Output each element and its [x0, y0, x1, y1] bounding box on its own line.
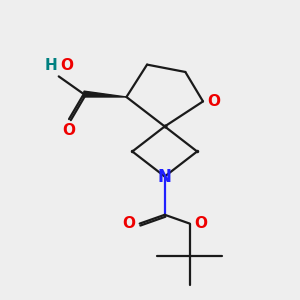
Text: O: O — [62, 124, 76, 139]
Text: O: O — [194, 216, 207, 231]
Text: H: H — [44, 58, 57, 74]
Text: O: O — [207, 94, 220, 109]
Text: O: O — [60, 58, 73, 74]
Text: N: N — [158, 167, 172, 185]
Text: O: O — [122, 216, 135, 231]
Polygon shape — [83, 91, 126, 97]
